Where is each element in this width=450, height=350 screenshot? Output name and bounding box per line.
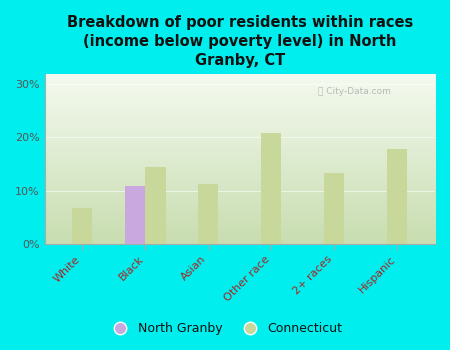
- Bar: [261, 133, 281, 244]
- Legend: North Granby, Connecticut: North Granby, Connecticut: [103, 317, 347, 340]
- Bar: [72, 208, 92, 244]
- Bar: [125, 187, 145, 244]
- Bar: [198, 184, 218, 244]
- Title: Breakdown of poor residents within races
(income below poverty level) in North
G: Breakdown of poor residents within races…: [67, 15, 413, 68]
- Bar: [324, 173, 344, 244]
- Bar: [387, 149, 407, 244]
- Text: ⓓ City-Data.com: ⓓ City-Data.com: [318, 87, 391, 96]
- Bar: [145, 167, 166, 244]
